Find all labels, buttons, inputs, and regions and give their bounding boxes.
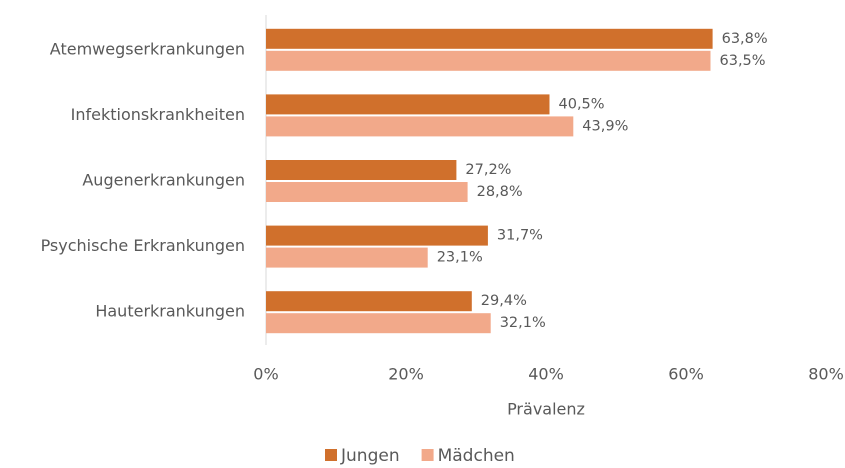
legend-label: Mädchen (438, 446, 515, 466)
bar (266, 94, 550, 115)
bar (266, 247, 428, 268)
x-tick-label: 0% (253, 365, 278, 384)
legend-swatch (325, 449, 337, 461)
value-label: 29,4% (481, 293, 527, 309)
bar (266, 225, 488, 246)
value-label: 23,1% (437, 250, 483, 266)
y-tick-label: Hauterkrankungen (95, 302, 245, 321)
value-label: 32,1% (500, 315, 546, 331)
value-label: 40,5% (559, 96, 605, 112)
x-tick-label: 80% (808, 365, 844, 384)
legend-label: Jungen (340, 446, 400, 466)
value-label: 43,9% (582, 118, 628, 134)
y-tick-label: Infektionskrankheiten (71, 105, 245, 124)
y-tick-label: Atemwegserkrankungen (50, 39, 245, 58)
x-tick-label: 40% (528, 365, 564, 384)
bar (266, 28, 713, 49)
bar (266, 50, 711, 71)
y-tick-label: Psychische Erkrankungen (41, 236, 245, 255)
bar (266, 182, 468, 202)
x-tick-label: 60% (668, 365, 704, 384)
x-axis-title: Prävalenz (507, 400, 585, 419)
legend-swatch (421, 449, 434, 461)
value-label: 28,8% (477, 184, 523, 200)
bar (266, 313, 491, 334)
y-tick-label: Augenerkrankungen (82, 171, 245, 190)
value-label: 27,2% (465, 162, 511, 178)
value-label: 31,7% (497, 228, 543, 244)
bar (266, 116, 574, 137)
x-tick-label: 20% (388, 365, 424, 384)
bar (266, 160, 457, 180)
value-label: 63,5% (720, 53, 766, 69)
value-label: 63,8% (722, 31, 768, 47)
bar (266, 291, 472, 312)
